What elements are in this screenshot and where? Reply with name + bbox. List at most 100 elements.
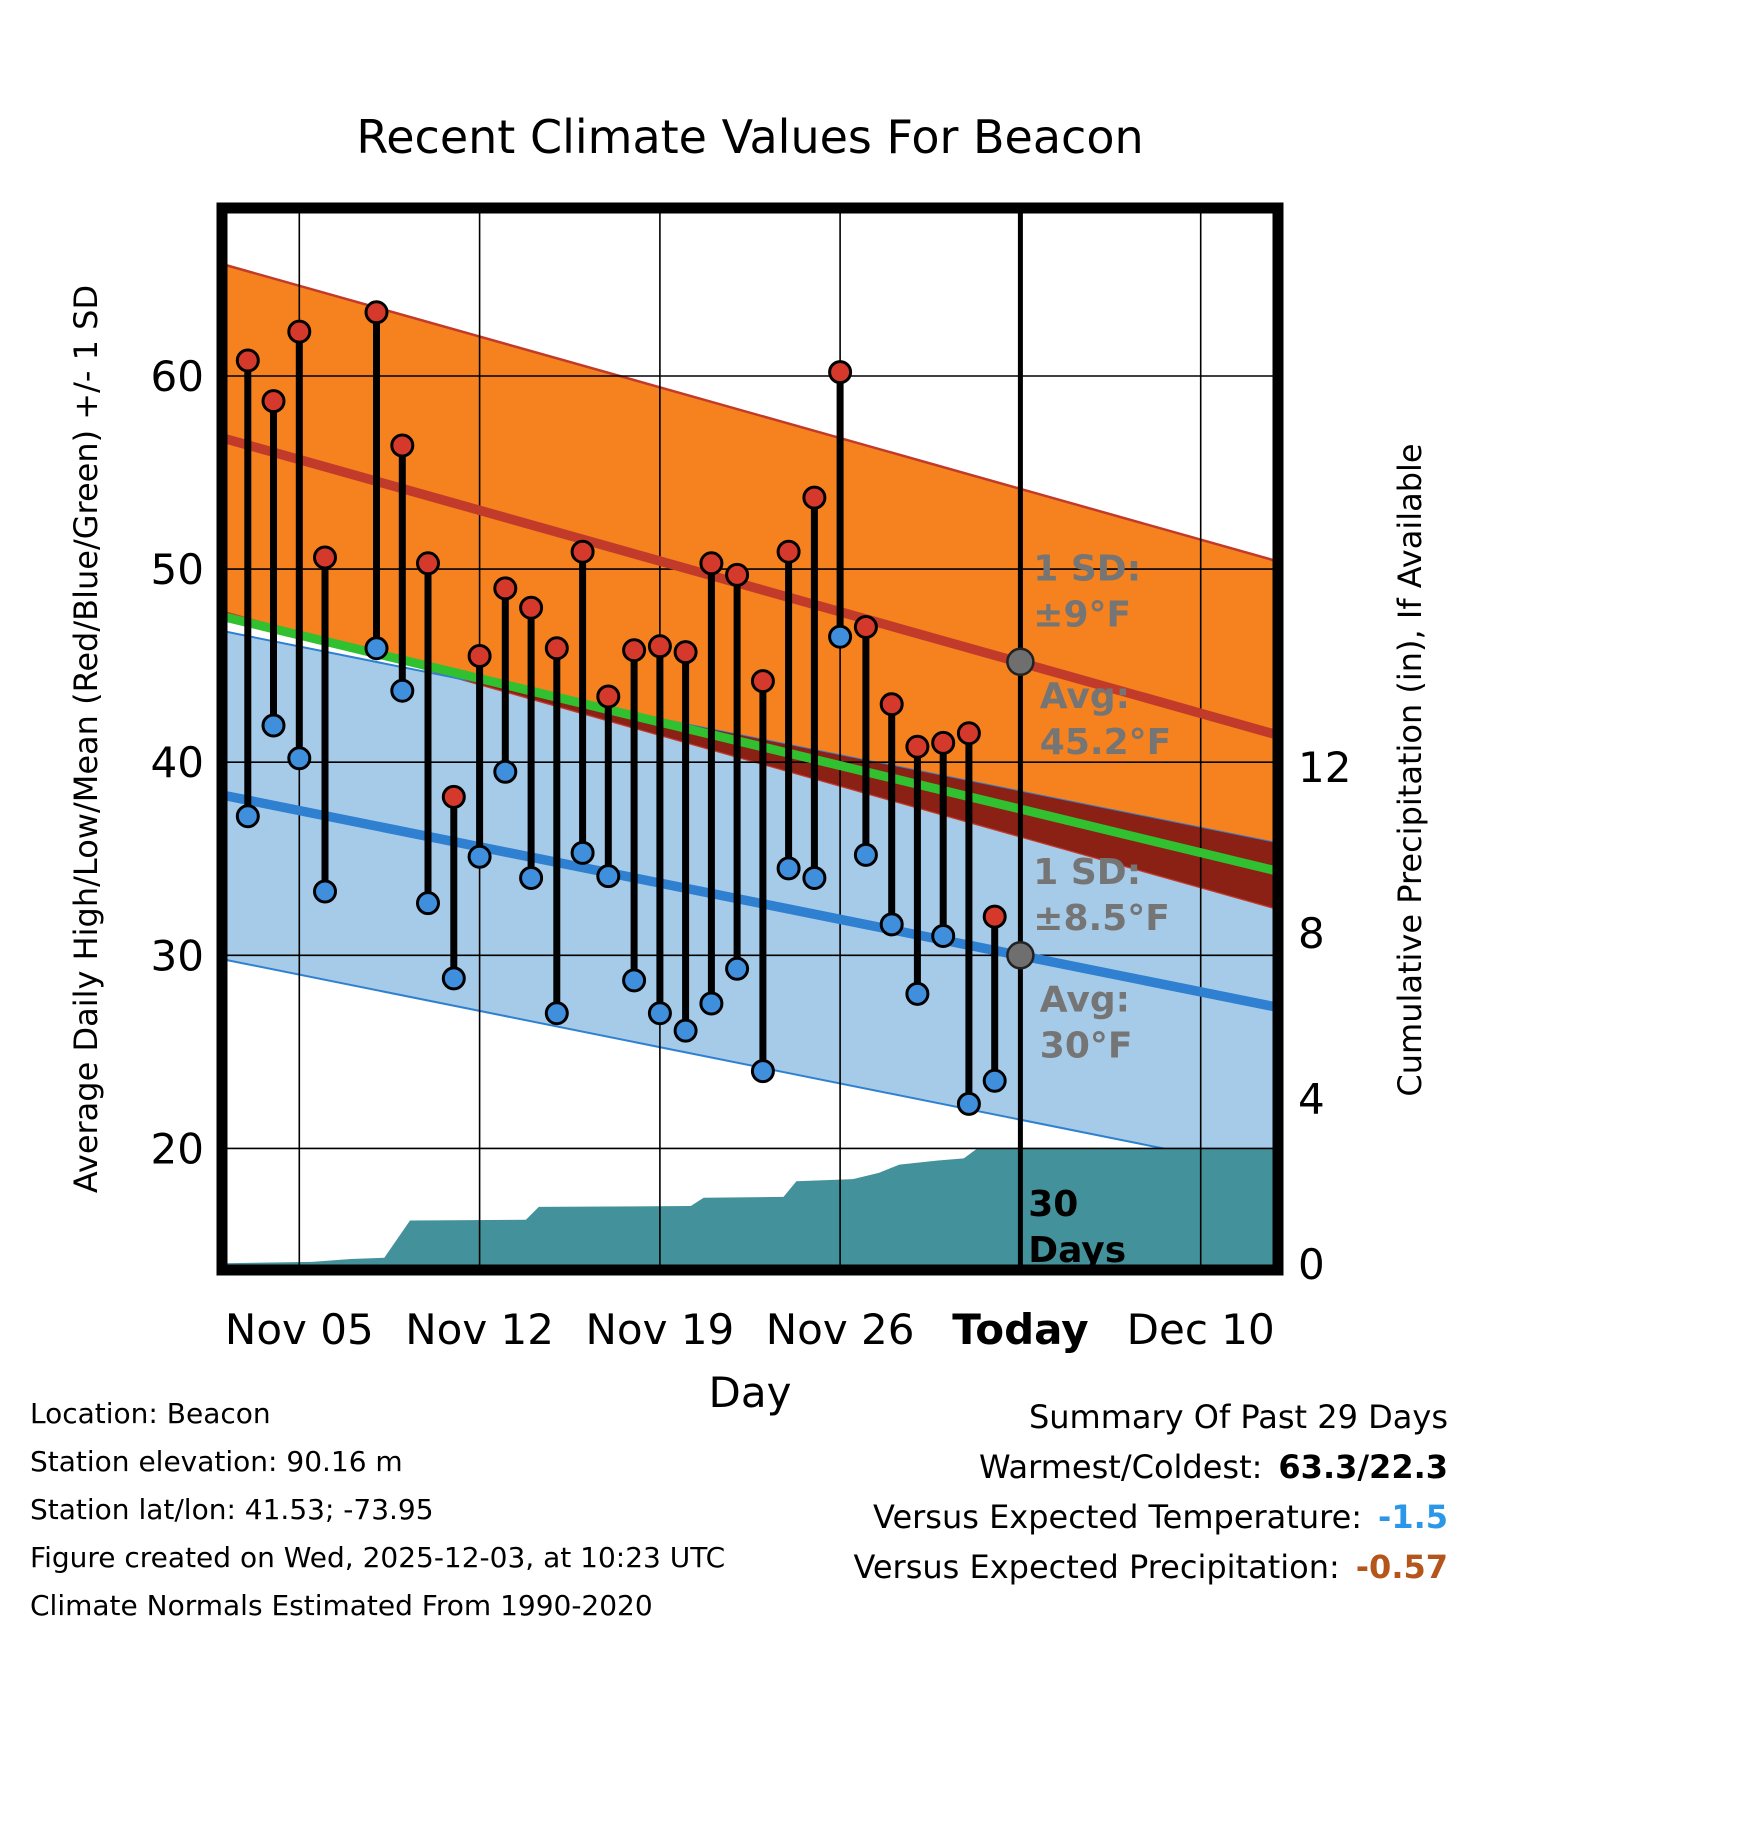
summary-temp-anomaly-row: Versus Expected Temperature: -1.5 [853,1492,1448,1542]
daily-low-dot [441,966,466,991]
x-tick-label: Nov 05 [225,1305,374,1354]
daily-bars [235,300,1007,1116]
daily-low-dot [622,968,647,993]
annotation-text: 30°F [1040,1025,1133,1066]
summary-warmest-coldest-label: Warmest/Coldest: [978,1448,1263,1486]
daily-low-dot [699,991,724,1016]
daily-low-dot [802,866,827,890]
daily-high-dot [544,636,569,661]
daily-high-dot [802,485,827,510]
y-left-tick-label: 50 [151,545,204,594]
daily-high-dot [622,638,647,663]
summary-precip-anomaly-row: Versus Expected Precipitation: -0.57 [853,1542,1448,1592]
annotation-text: Avg: [1040,676,1130,717]
y-right-tick-label: 12 [1298,743,1351,792]
station-location-line: Location: Beacon [30,1397,271,1430]
left-axis-label: Average Daily High/Low/Mean (Red/Blue/Gr… [67,284,105,1194]
daily-high-dot [596,684,621,709]
daily-high-dot [750,669,775,694]
figure-created-line: Figure created on Wed, 2025-12-03, at 10… [30,1541,726,1574]
y-right-tick-label: 4 [1298,1074,1325,1123]
daily-high-dot [313,545,337,570]
daily-low-dot [750,1059,775,1084]
daily-high-dot [673,640,698,665]
daily-low-dot [519,866,544,890]
summary-warmest-coldest-value: 63.3/22.3 [1278,1448,1448,1486]
daily-high-dot [570,539,595,564]
tick-labels: Nov 05 Nov 12 Nov 19 Nov 26 Today Dec 10 20 30 4… [151,352,1352,1354]
daily-high-dot [982,904,1007,929]
daily-low-dot [879,912,904,937]
avg-marker-dot [1006,941,1035,970]
daily-low-dot [416,891,440,916]
daily-high-dot [261,389,286,414]
daily-high-dot [467,644,492,668]
annotation-text: ±8.5°F [1033,898,1170,939]
daily-high-dot [441,784,466,809]
annotation-text: 1 SD: [1033,852,1141,893]
summary-precip-anomaly-label: Versus Expected Precipitation: [853,1548,1340,1586]
x-tick-label: Nov 19 [586,1305,735,1354]
station-info: Location: Beacon Station elevation: 90.1… [30,1390,725,1630]
summary-temp-anomaly-value: -1.5 [1378,1498,1448,1536]
annotation-text: 45.2°F [1040,722,1171,763]
daily-high-dot [725,562,750,587]
daily-high-dot [235,348,260,373]
daily-low-dot [235,804,260,829]
climate-normals-line: Climate Normals Estimated From 1990-2020 [30,1589,653,1622]
x-axis-label: Day [708,1368,792,1417]
daily-low-dot [828,624,853,649]
avg-markers [1006,647,1035,970]
chart-annotations: 1 SD: ±9°F Avg: 45.2°F 1 SD: ±8.5°F Avg: 30°F 30… [1028,549,1171,1271]
daily-low-dot [544,1001,569,1026]
band-overlap [462,679,1278,909]
daily-high-dot [647,634,672,659]
summary-title: Summary Of Past 29 Days [1028,1398,1448,1436]
daily-high-dot [879,692,904,717]
y-left-tick-label: 40 [151,738,204,787]
daily-high-dot [956,721,981,746]
daily-low-dot [853,842,878,867]
summary-temp-anomaly-label: Versus Expected Temperature: [873,1498,1363,1536]
daily-high-dot [699,551,724,576]
avg-marker-dot [1006,647,1035,677]
daily-low-dot [725,956,750,981]
annotation-text: 1 SD: [1033,549,1141,590]
summary-precip-anomaly-value: -0.57 [1355,1548,1448,1586]
y-left-tick-label: 20 [151,1124,204,1173]
station-latlon-line: Station lat/lon: 41.53; -73.95 [30,1493,434,1526]
annotation-text: Days [1028,1230,1126,1271]
daily-low-dot [570,840,595,865]
daily-high-dot [364,300,389,325]
daily-low-dot [673,1018,698,1043]
chart-title: Recent Climate Values For Beacon [356,110,1144,164]
daily-low-dot [313,879,337,904]
daily-low-dot [596,864,621,889]
daily-high-dot [905,734,930,759]
x-tick-label: Dec 10 [1127,1305,1275,1354]
summary-warmest-coldest-row: Warmest/Coldest: 63.3/22.3 [853,1442,1448,1492]
daily-high-dot [416,551,440,576]
low-avg-line [221,790,1279,1013]
annotation-text: ±9°F [1033,595,1131,636]
station-elevation-line: Station elevation: 90.16 m [30,1445,403,1478]
plot-frame [216,202,1284,1276]
daily-high-dot [519,595,544,620]
annotation-text: Avg: [1040,979,1130,1020]
daily-low-dot [467,844,492,869]
daily-low-dot [982,1068,1007,1093]
daily-high-dot [776,539,801,564]
x-tick-label: Today [952,1305,1088,1354]
daily-high-dot [853,615,878,639]
y-left-tick-label: 30 [151,931,204,980]
daily-low-dot [931,924,956,948]
cumulative-precip-shape [222,1148,1278,1265]
right-axis-label: Cumulative Precipitation (in), If Availa… [1391,443,1429,1097]
normal-lines [220,433,1280,1013]
daily-high-dot [828,360,853,385]
high-avg-line [220,433,1280,740]
y-right-tick-label: 0 [1298,1240,1325,1289]
summary-panel: Summary Of Past 29 Days Warmest/Coldest:… [853,1392,1448,1592]
